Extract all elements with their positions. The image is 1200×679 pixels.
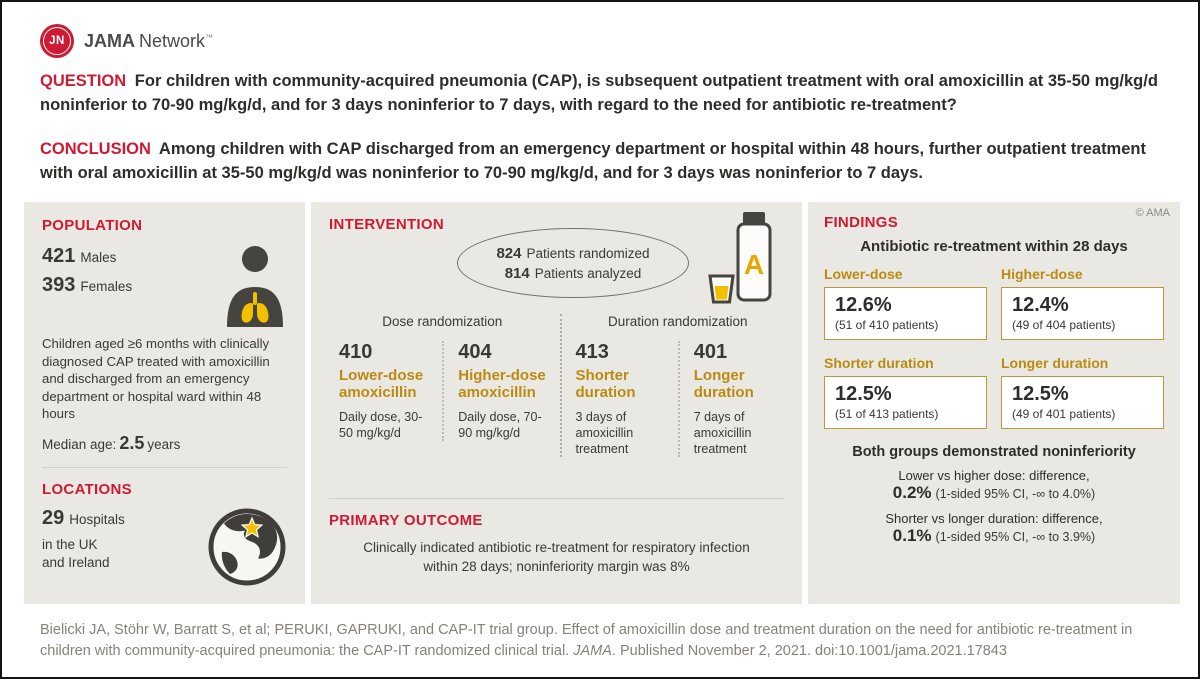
citation-part1: Bielicki JA, Stöhr W, Barratt S, et al; … <box>40 622 1133 660</box>
primary-outcome-section: PRIMARY OUTCOME Clinically indicated ant… <box>329 498 784 577</box>
primary-outcome-title: PRIMARY OUTCOME <box>329 512 483 529</box>
comparison-duration: Shorter vs longer duration: difference, … <box>885 511 1103 545</box>
medicine-bottle-icon: A <box>708 212 772 304</box>
intervention-panel: INTERVENTION 824 Patients randomized 814 P… <box>311 202 802 604</box>
population-description: Children aged ≥6 months with clinically … <box>42 336 270 422</box>
conclusion-text: Among children with CAP discharged from … <box>40 140 1146 182</box>
population-panel: POPULATION 421 Males 393 Females Children … <box>24 202 305 604</box>
population-stats: 421 Males 393 Females <box>42 245 287 327</box>
primary-outcome-text: Clinically indicated antibiotic re-treat… <box>363 540 750 574</box>
analyzed-line: 814 Patients analyzed <box>504 264 642 282</box>
findings-title: FINDINGS <box>824 214 899 231</box>
jama-logo-initials: JN <box>43 27 71 55</box>
conclusion-section: CONCLUSION Among children with CAP disch… <box>40 138 1168 186</box>
card-lower-dose: Lower-dose 12.6% (51 of 410 patients) <box>824 266 987 340</box>
person-lungs-icon <box>227 246 283 327</box>
arm-higher-dose: 404 Higher-dose amoxicillin Daily dose, … <box>442 341 559 441</box>
sex-counts: 421 Males 393 Females <box>42 245 132 303</box>
card-higher-dose: Higher-dose 12.4% (49 of 404 patients) <box>1001 266 1164 340</box>
findings-subtitle: Antibiotic re-treatment within 28 days <box>860 238 1128 255</box>
card-shorter-duration: Shorter duration 12.5% (51 of 413 patien… <box>824 355 987 429</box>
findings-cards: Lower-dose 12.6% (51 of 410 patients) Hi… <box>824 266 1164 429</box>
randomization-section: Dose randomization 410 Lower-dose amoxic… <box>325 314 795 458</box>
arm-shorter-duration: 413 Shorter duration 3 days of amoxicill… <box>575 341 636 456</box>
ama-copyright: © AMA <box>1135 207 1170 219</box>
trademark: ™ <box>205 32 214 42</box>
brand-jama: JAMA <box>84 30 136 51</box>
population-divider <box>42 466 287 468</box>
brand-network: Network <box>139 30 206 51</box>
comparison-dose: Lower vs higher dose: difference, 0.2% (1… <box>892 468 1096 502</box>
bottle-letter: A <box>744 249 764 280</box>
males-stat: 421 Males <box>42 245 117 267</box>
question-text: For children with community-acquired pne… <box>40 72 1158 114</box>
dose-randomization-heading: Dose randomization <box>382 314 503 329</box>
arm-longer-duration: 401 Longer duration 7 days of amoxicilli… <box>677 341 794 458</box>
patients-ellipse: 824 Patients randomized 814 Patients analy… <box>457 228 689 298</box>
citation: Bielicki JA, Stöhr W, Barratt S, et al; … <box>40 620 1170 663</box>
findings-panel: © AMA FINDINGS Antibiotic re-treatment w… <box>808 202 1180 604</box>
median-age: Median age: 2.5 years <box>42 432 181 453</box>
duration-randomization: Duration randomization 413 Shorter durat… <box>559 314 795 458</box>
hospitals-stat: 29 Hospitals in the UK and Ireland <box>42 506 125 570</box>
header: JN JAMA Network™ <box>40 24 213 58</box>
question-section: QUESTION For children with community-acq… <box>40 70 1168 118</box>
arm-lower-dose: 410 Lower-dose amoxicillin Daily dose, 3… <box>339 341 424 440</box>
duration-randomization-heading: Duration randomization <box>607 314 748 329</box>
noninferiority-text: Both groups demonstrated noninferiority <box>852 444 1136 460</box>
locations-row: 29 Hospitals in the UK and Ireland <box>42 507 287 587</box>
intervention-title: INTERVENTION <box>329 216 445 233</box>
locations-title: LOCATIONS <box>42 480 132 498</box>
randomized-line: 824 Patients randomized <box>496 244 650 262</box>
citation-journal: JAMA <box>573 643 612 660</box>
citation-part2: . Published November 2, 2021. doi:10.100… <box>611 643 1007 660</box>
dose-randomization: Dose randomization 410 Lower-dose amoxic… <box>325 314 560 457</box>
females-stat: 393 Females <box>42 274 133 296</box>
jama-logo-icon: JN <box>40 24 74 58</box>
brand-text: JAMA Network™ <box>84 31 213 52</box>
globe-icon <box>208 508 286 586</box>
population-title: POPULATION <box>42 217 143 234</box>
conclusion-label: CONCLUSION <box>40 140 151 158</box>
card-longer-duration: Longer duration 12.5% (49 of 401 patient… <box>1001 355 1164 429</box>
question-label: QUESTION <box>40 72 127 90</box>
